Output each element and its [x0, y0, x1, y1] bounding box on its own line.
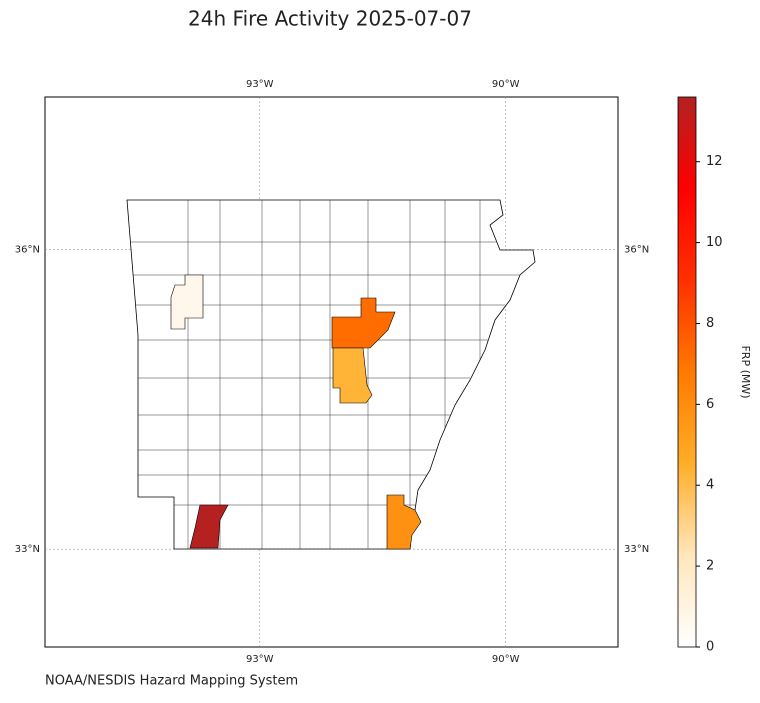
fire-county [189, 504, 229, 549]
x-tick-label: 90°W [492, 654, 520, 665]
x-tick-label: 93°W [246, 654, 274, 665]
fire-county [332, 347, 373, 404]
y-tick-label: 36°N [15, 245, 40, 256]
colorbar-tick-label: 10 [706, 235, 723, 250]
colorbar-tick-label: 2 [706, 559, 714, 574]
x-tick-label: 90°W [492, 79, 520, 90]
y-tick-label: 33°N [624, 544, 649, 555]
colorbar [677, 96, 697, 648]
y-tick-label: 33°N [15, 544, 40, 555]
colorbar-tick-label: 12 [706, 154, 723, 169]
colorbar-tick-label: 0 [706, 640, 714, 655]
colorbar-tick-label: 4 [706, 478, 714, 493]
fire-county [386, 494, 422, 550]
fire-county [170, 274, 204, 330]
state-outline [126, 199, 536, 550]
fire-county [331, 297, 396, 349]
colorbar-tick-label: 6 [706, 397, 714, 412]
county-lines [127, 200, 535, 549]
x-tick-label: 93°W [246, 79, 274, 90]
colorbar-label: FRP (MW) [739, 345, 752, 398]
colorbar-tick-label: 8 [706, 316, 714, 331]
credit: NOAA/NESDIS Hazard Mapping System [45, 674, 298, 689]
map-title: 24h Fire Activity 2025-07-07 [188, 7, 472, 31]
y-tick-label: 36°N [624, 245, 649, 256]
map-frame [44, 96, 619, 648]
